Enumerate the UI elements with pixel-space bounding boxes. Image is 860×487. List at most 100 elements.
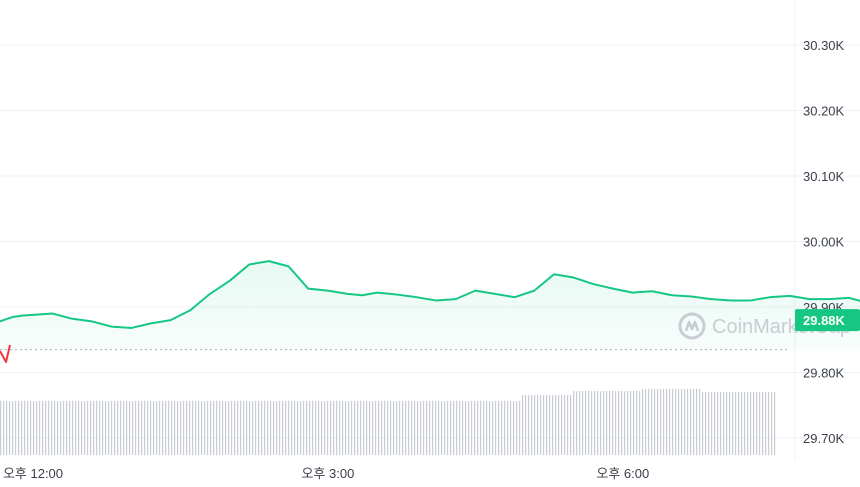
volume-bar: [477, 401, 479, 455]
volume-bar: [507, 401, 509, 455]
volume-bar: [300, 401, 302, 455]
volume-bar: [63, 401, 65, 455]
volume-bar: [435, 401, 437, 455]
x-tick-label: 오후 12:00: [3, 466, 63, 481]
volume-bar: [750, 392, 752, 455]
volume-bar: [225, 401, 227, 455]
volume-bar: [333, 401, 335, 455]
volume-bar: [219, 401, 221, 455]
volume-bar: [318, 401, 320, 455]
volume-bar: [339, 401, 341, 455]
volume-bar: [393, 401, 395, 455]
volume-bar: [684, 389, 686, 455]
volume-bar: [732, 392, 734, 455]
volume-bar: [642, 389, 644, 455]
volume-bar: [756, 392, 758, 455]
volume-bar: [447, 401, 449, 455]
volume-bar: [591, 391, 593, 455]
y-tick-label: 30.20K: [803, 104, 845, 119]
volume-bar: [483, 401, 485, 455]
volume-bar: [693, 389, 695, 455]
volume-bar: [96, 401, 98, 455]
volume-bar: [558, 395, 560, 455]
volume-bar: [546, 395, 548, 455]
coinmarketcap-logo-icon: [678, 312, 706, 340]
volume-bar: [489, 401, 491, 455]
volume-bar: [147, 401, 149, 455]
volume-bar: [6, 401, 8, 455]
volume-bar: [72, 401, 74, 455]
price-line-up: [0, 260, 860, 329]
volume-bar: [738, 392, 740, 455]
volume-bar: [45, 401, 47, 455]
volume-bar: [150, 401, 152, 455]
volume-bar: [78, 401, 80, 455]
volume-bar: [552, 395, 554, 455]
volume-bar: [726, 392, 728, 455]
volume-bar: [102, 401, 104, 455]
volume-bar: [774, 392, 776, 455]
volume-bar: [627, 391, 629, 455]
volume-bar: [381, 401, 383, 455]
volume-bar: [201, 401, 203, 455]
price-area-fill: [0, 261, 860, 350]
volume-bar: [564, 395, 566, 455]
volume-bar: [735, 392, 737, 455]
volume-bar: [3, 401, 5, 455]
volume-bar: [645, 389, 647, 455]
volume-bar: [384, 401, 386, 455]
volume-bar: [177, 401, 179, 455]
volume-bar: [696, 389, 698, 455]
volume-bar: [51, 401, 53, 455]
volume-bar: [126, 401, 128, 455]
volume-bar: [600, 391, 602, 455]
volume-bar: [69, 401, 71, 455]
volume-bar: [108, 401, 110, 455]
volume-bar: [270, 401, 272, 455]
volume-bar: [519, 401, 521, 455]
volume-bar: [129, 401, 131, 455]
volume-bar: [615, 391, 617, 455]
volume-bar: [351, 401, 353, 455]
volume-bar: [252, 401, 254, 455]
volume-bar: [75, 401, 77, 455]
volume-bar: [474, 401, 476, 455]
volume-bar: [366, 401, 368, 455]
volume-bar: [768, 392, 770, 455]
volume-bar: [555, 395, 557, 455]
volume-bar: [744, 392, 746, 455]
volume-bar: [513, 401, 515, 455]
volume-bar: [204, 401, 206, 455]
volume-bar: [504, 401, 506, 455]
volume-bar: [309, 401, 311, 455]
x-tick-label: 오후 3:00: [301, 466, 354, 481]
volume-bar: [195, 401, 197, 455]
volume-bar: [417, 401, 419, 455]
volume-bar: [360, 401, 362, 455]
volume-bar: [648, 389, 650, 455]
volume-bar: [216, 401, 218, 455]
volume-bar: [531, 395, 533, 455]
volume-bar: [192, 401, 194, 455]
y-tick-label: 30.30K: [803, 38, 845, 53]
volume-bar: [105, 401, 107, 455]
volume-bar: [720, 392, 722, 455]
volume-bar: [273, 401, 275, 455]
volume-bar: [258, 401, 260, 455]
volume-bar: [246, 401, 248, 455]
volume-bar: [534, 395, 536, 455]
volume-bar: [765, 392, 767, 455]
volume-bar: [207, 401, 209, 455]
volume-bar: [753, 392, 755, 455]
volume-bar: [228, 401, 230, 455]
volume-bar: [630, 391, 632, 455]
volume-bar: [573, 391, 575, 455]
volume-bar: [663, 389, 665, 455]
volume-bar: [747, 392, 749, 455]
volume-bar: [60, 401, 62, 455]
volume-bar: [633, 391, 635, 455]
volume-bar: [702, 392, 704, 455]
volume-bar: [159, 401, 161, 455]
